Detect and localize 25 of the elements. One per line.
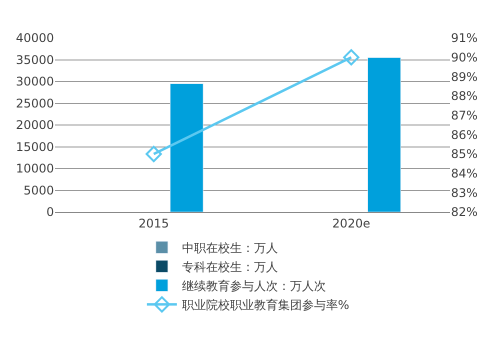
- y-tick-label: 10000: [16, 162, 54, 176]
- y2-tick-label: 84%: [451, 166, 478, 181]
- legend-label: 中职在校生：万人: [182, 241, 278, 256]
- y2-tick-label: 85%: [451, 147, 478, 162]
- y2-tick-label: 87%: [451, 108, 478, 123]
- y-tick-label: 30000: [16, 74, 54, 89]
- y2-tick-label: 88%: [451, 89, 478, 104]
- y2-tick-label: 83%: [451, 186, 478, 200]
- y2-tick-label: 82%: [451, 205, 478, 220]
- legend-label: 专科在校生：万人: [182, 260, 278, 274]
- legend-label: 职业院校职业教育集团参与率%: [182, 298, 350, 312]
- y2-tick-label: 86%: [451, 128, 478, 142]
- y2-tick-label: 91%: [451, 31, 478, 46]
- y-tick-label: 20000: [16, 118, 54, 132]
- y-tick-label: 0: [46, 205, 54, 220]
- y2-tick-label: 90%: [451, 50, 478, 65]
- x-tick-label: 2015: [138, 216, 170, 230]
- y-tick-label: 25000: [16, 96, 54, 110]
- y-tick-label: 5000: [23, 183, 54, 198]
- y2-tick-label: 89%: [451, 70, 478, 84]
- y-tick-label: 35000: [16, 52, 54, 67]
- y-tick-label: 15000: [16, 140, 54, 154]
- y-tick-label: 40000: [16, 31, 54, 46]
- legend-label: 继续教育参与人次：万人次: [182, 279, 326, 294]
- x-tick-label: 2020e: [332, 216, 370, 230]
